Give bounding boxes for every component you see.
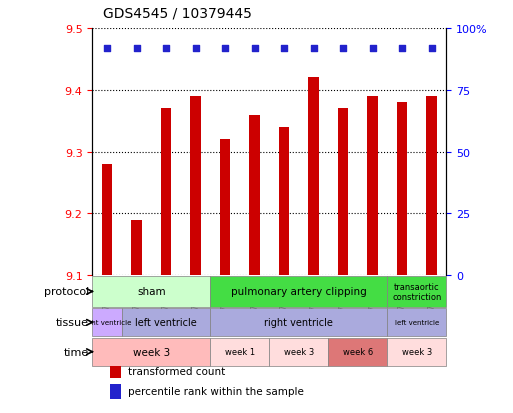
Bar <box>387 338 446 366</box>
Bar <box>367 97 378 275</box>
Bar <box>426 97 437 275</box>
Bar <box>131 220 142 275</box>
Text: left ventricle: left ventricle <box>135 318 197 328</box>
Bar <box>102 164 112 275</box>
Bar <box>328 338 387 366</box>
Bar <box>122 309 210 337</box>
Bar <box>338 109 348 275</box>
Text: GDS4545 / 10379445: GDS4545 / 10379445 <box>103 7 251 21</box>
Text: left ventricle: left ventricle <box>394 320 439 325</box>
Point <box>250 45 259 52</box>
Bar <box>210 338 269 366</box>
Bar <box>308 78 319 275</box>
Text: week 6: week 6 <box>343 347 373 356</box>
Bar <box>110 384 121 399</box>
Point <box>427 45 436 52</box>
Point <box>103 45 111 52</box>
Bar <box>249 115 260 275</box>
Bar <box>92 309 122 337</box>
Text: week 3: week 3 <box>402 347 432 356</box>
Point <box>368 45 377 52</box>
Text: protocol: protocol <box>44 287 89 297</box>
Bar <box>210 276 387 307</box>
Point <box>339 45 347 52</box>
Point <box>162 45 170 52</box>
Bar <box>210 309 387 337</box>
Text: sham: sham <box>137 287 166 297</box>
Point <box>309 45 318 52</box>
Text: week 3: week 3 <box>284 347 314 356</box>
Point <box>280 45 288 52</box>
Point <box>132 45 141 52</box>
Bar <box>220 140 230 275</box>
Text: transformed count: transformed count <box>128 366 225 376</box>
Text: week 3: week 3 <box>133 347 170 357</box>
Text: percentile rank within the sample: percentile rank within the sample <box>128 386 304 396</box>
Point <box>398 45 406 52</box>
Text: time: time <box>64 347 89 357</box>
Bar <box>190 97 201 275</box>
Bar <box>279 128 289 275</box>
Text: transaortic
constriction: transaortic constriction <box>392 282 442 301</box>
Bar <box>387 276 446 307</box>
Bar <box>397 103 407 275</box>
Text: pulmonary artery clipping: pulmonary artery clipping <box>231 287 367 297</box>
Bar <box>387 309 446 337</box>
Point <box>191 45 200 52</box>
Bar <box>110 363 121 378</box>
Text: week 1: week 1 <box>225 347 255 356</box>
Bar <box>269 338 328 366</box>
Text: right ventricle: right ventricle <box>264 318 333 328</box>
Bar <box>161 109 171 275</box>
Point <box>221 45 229 52</box>
Bar <box>92 338 210 366</box>
Text: tissue: tissue <box>56 318 89 328</box>
Text: right ventricle: right ventricle <box>83 320 132 325</box>
Bar <box>92 276 210 307</box>
